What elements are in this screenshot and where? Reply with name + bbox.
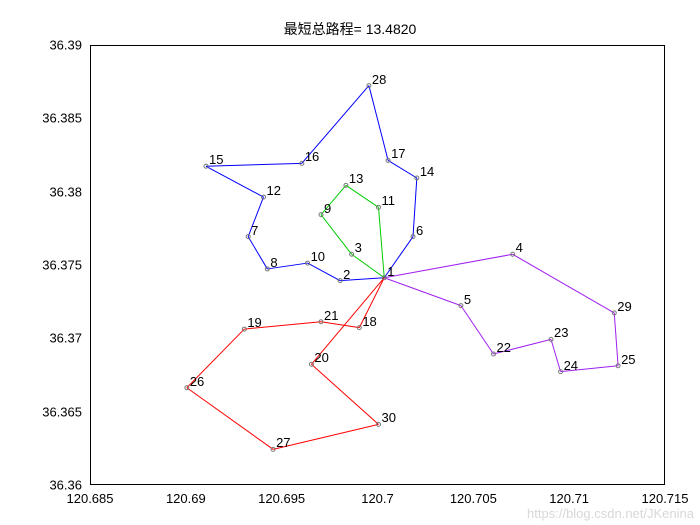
- node-label: 15: [209, 152, 223, 167]
- node-label: 10: [311, 249, 325, 264]
- routes-layer: [91, 46, 666, 486]
- node-label: 30: [382, 410, 396, 425]
- plot-area: 1234567891011121314151617181920212223242…: [90, 45, 665, 485]
- node-label: 14: [420, 164, 434, 179]
- node-label: 3: [355, 240, 362, 255]
- x-tick-label: 120.705: [450, 491, 497, 506]
- route-segment: [321, 215, 352, 255]
- node-label: 9: [324, 201, 331, 216]
- chart-title: 最短总路程= 13.4820: [0, 19, 700, 39]
- route-segment: [187, 388, 273, 450]
- route-segment: [614, 313, 618, 366]
- node-label: 7: [251, 223, 258, 238]
- node-label: 5: [464, 292, 471, 307]
- node-label: 1: [387, 264, 394, 279]
- route-segment: [461, 306, 494, 354]
- x-tick-label: 120.69: [166, 491, 206, 506]
- x-tick-label: 120.7: [361, 491, 394, 506]
- node-label: 2: [343, 267, 350, 282]
- route-segment: [311, 364, 378, 424]
- y-tick-label: 36.365: [42, 404, 82, 419]
- node-label: 17: [391, 146, 405, 161]
- y-tick-label: 36.375: [42, 258, 82, 273]
- node-label: 20: [314, 350, 328, 365]
- route-segment: [384, 254, 512, 277]
- node-label: 6: [416, 223, 423, 238]
- node-label: 16: [305, 149, 319, 164]
- x-tick-label: 120.71: [549, 491, 589, 506]
- y-tick-label: 36.36: [49, 478, 82, 493]
- y-tick-label: 36.39: [49, 38, 82, 53]
- node-label: 28: [372, 72, 386, 87]
- node-label: 24: [564, 358, 578, 373]
- node-label: 27: [276, 435, 290, 450]
- node-label: 19: [247, 315, 261, 330]
- node-label: 8: [270, 255, 277, 270]
- x-tick-label: 120.685: [67, 491, 114, 506]
- route-segment: [352, 254, 385, 277]
- node-label: 4: [516, 240, 523, 255]
- node-label: 12: [267, 183, 281, 198]
- node-label: 13: [349, 171, 363, 186]
- route-segment: [308, 263, 341, 281]
- route-segment: [513, 254, 615, 313]
- route-segment: [379, 207, 385, 277]
- y-tick-label: 36.37: [49, 331, 82, 346]
- node-label: 23: [554, 325, 568, 340]
- node-label: 18: [362, 314, 376, 329]
- route-segment: [369, 86, 388, 161]
- watermark: https://blog.csdn.net/JKenina: [527, 506, 694, 521]
- route-segment: [384, 278, 461, 306]
- y-tick-label: 36.385: [42, 111, 82, 126]
- y-tick-label: 36.38: [49, 184, 82, 199]
- node-label: 26: [190, 374, 204, 389]
- node-label: 22: [497, 340, 511, 355]
- route-segment: [346, 185, 379, 207]
- x-tick-label: 120.715: [642, 491, 689, 506]
- route-segment: [388, 160, 417, 178]
- route-segment: [206, 166, 264, 197]
- node-label: 21: [324, 308, 338, 323]
- route-segment: [248, 237, 267, 269]
- x-tick-label: 120.695: [258, 491, 305, 506]
- route-segment: [551, 339, 561, 371]
- node-label: 25: [621, 352, 635, 367]
- node-label: 11: [382, 193, 396, 208]
- node-label: 29: [617, 299, 631, 314]
